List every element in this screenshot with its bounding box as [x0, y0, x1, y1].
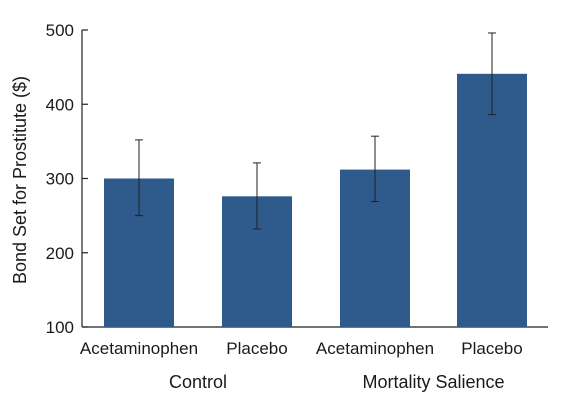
group-label: Control	[169, 372, 227, 392]
y-tick-label: 400	[46, 95, 74, 114]
category-label: Placebo	[461, 339, 522, 358]
bar	[457, 73, 527, 328]
y-tick-label: 200	[46, 244, 74, 263]
category-label: Acetaminophen	[316, 339, 434, 358]
y-tick-label: 300	[46, 170, 74, 189]
y-tick-label: 500	[46, 21, 74, 40]
error-bars	[135, 32, 496, 230]
y-tick-label: 100	[46, 318, 74, 337]
category-label: Acetaminophen	[80, 339, 198, 358]
y-axis-title: Bond Set for Prostitute ($)	[10, 76, 30, 284]
group-label: Mortality Salience	[362, 372, 504, 392]
category-label: Placebo	[226, 339, 287, 358]
group-labels: Control Mortality Salience	[169, 372, 505, 392]
category-labels: Acetaminophen Placebo Acetaminophen Placebo	[80, 339, 523, 358]
bars	[104, 73, 527, 328]
y-axis: 100 200 300 400 500	[46, 21, 88, 337]
